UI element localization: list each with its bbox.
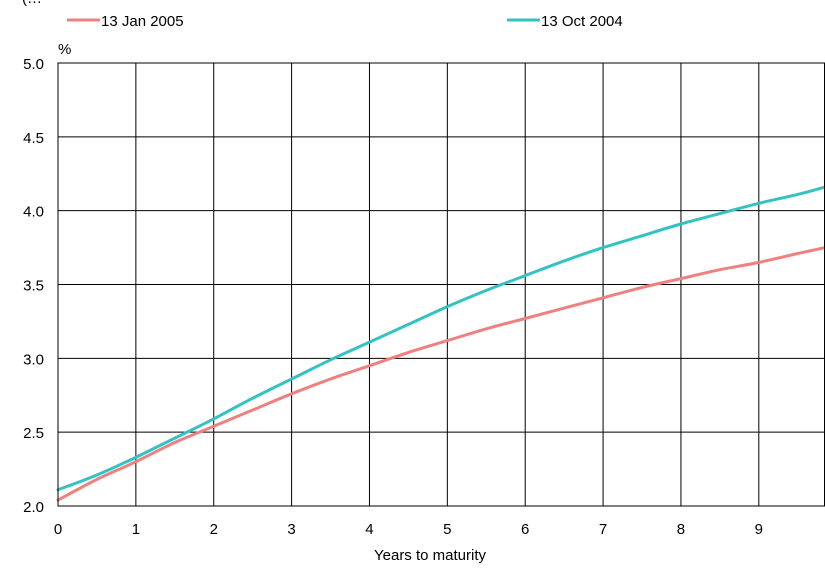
y-axis-unit-label: %	[58, 41, 71, 58]
x-tick-label: 1	[132, 521, 140, 538]
y-tick-label: 3.0	[23, 351, 44, 368]
legend-label-2: 13 Oct 2004	[541, 13, 623, 30]
y-tick-label: 4.5	[23, 130, 44, 147]
y-tick-labels: 2.0 2.5 3.0 3.5 4.0 4.5 5.0	[23, 56, 44, 516]
x-tick-label: 7	[599, 521, 607, 538]
x-tick-label: 4	[365, 521, 373, 538]
truncated-header-note: (…	[22, 0, 42, 7]
x-tick-label: 8	[677, 521, 685, 538]
series-layer	[56, 185, 825, 502]
y-tick-label: 5.0	[23, 56, 44, 73]
x-tick-label: 9	[755, 521, 763, 538]
series-line-1	[56, 246, 825, 502]
x-tick-label: 0	[54, 521, 62, 538]
y-tick-label: 2.5	[23, 425, 44, 442]
legend-label-1: 13 Jan 2005	[101, 13, 184, 30]
x-tick-label: 6	[521, 521, 529, 538]
legend: 13 Jan 2005 13 Oct 2004	[67, 13, 623, 30]
x-axis-label: Years to maturity	[374, 547, 486, 564]
x-tick-label: 5	[443, 521, 451, 538]
y-tick-label: 2.0	[23, 499, 44, 516]
y-tick-label: 3.5	[23, 278, 44, 295]
x-tick-label: 2	[210, 521, 218, 538]
y-tick-label: 4.0	[23, 204, 44, 221]
x-tick-labels: 0 1 2 3 4 5 6 7 8 9	[54, 521, 763, 538]
series-line-2	[56, 185, 825, 492]
x-tick-label: 3	[287, 521, 295, 538]
